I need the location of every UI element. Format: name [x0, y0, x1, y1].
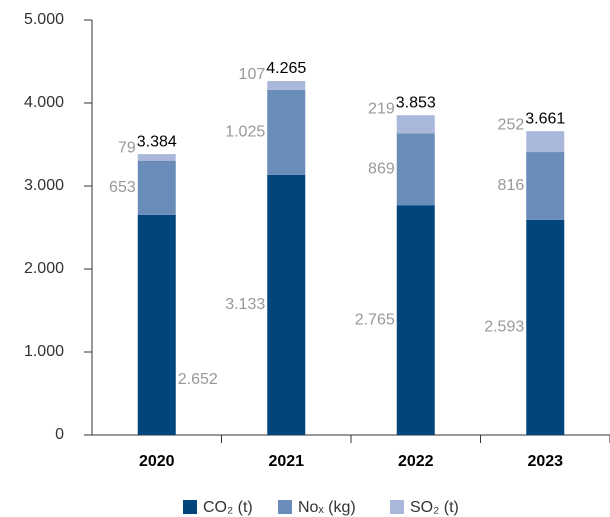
bar-segment	[137, 160, 176, 215]
y-tick-label: 0	[55, 426, 64, 443]
bar-segment	[396, 205, 435, 435]
bar-segment	[267, 81, 306, 90]
total-label: 4.265	[266, 60, 306, 77]
x-tick-label: 2020	[139, 453, 175, 470]
total-label: 3.384	[137, 133, 177, 150]
value-label: 3.133	[225, 296, 265, 313]
legend-swatch	[390, 500, 404, 514]
value-label: 252	[498, 116, 525, 133]
y-tick-label: 1.000	[24, 343, 64, 360]
value-label: 816	[498, 177, 525, 194]
bar-segment	[137, 214, 176, 435]
x-tick-label: 2023	[527, 453, 563, 470]
y-tick-label: 2.000	[24, 260, 64, 277]
total-label: 3.853	[396, 94, 436, 111]
bar-segment	[526, 131, 565, 153]
y-tick-label: 4.000	[24, 94, 64, 111]
bar-segment	[137, 154, 176, 161]
legend-label: CO₂ (t)	[203, 499, 253, 516]
bar-segment	[526, 219, 565, 435]
bar-segment	[526, 152, 565, 220]
value-label: 2.593	[484, 319, 524, 336]
total-label: 3.661	[525, 110, 565, 127]
bar-segment	[267, 174, 306, 435]
value-label: 869	[368, 161, 395, 178]
value-label: 1.025	[225, 124, 265, 141]
value-label: 653	[109, 179, 136, 196]
bar-segment	[396, 133, 435, 206]
value-label: 107	[239, 66, 266, 83]
x-tick-label: 2021	[268, 453, 304, 470]
value-label: 2.652	[178, 371, 218, 388]
legend-swatch	[278, 500, 292, 514]
value-label: 79	[118, 139, 136, 156]
bar-segment	[396, 115, 435, 134]
y-tick-label: 5.000	[24, 11, 64, 28]
y-tick-label: 3.000	[24, 177, 64, 194]
bar-segment	[267, 89, 306, 175]
value-label: 2.765	[355, 311, 395, 328]
legend-label: SO₂ (t)	[410, 499, 459, 516]
legend-swatch	[183, 500, 197, 514]
value-label: 219	[368, 100, 395, 117]
legend-label: Noₓ (kg)	[298, 499, 356, 516]
x-tick-label: 2022	[398, 453, 434, 470]
